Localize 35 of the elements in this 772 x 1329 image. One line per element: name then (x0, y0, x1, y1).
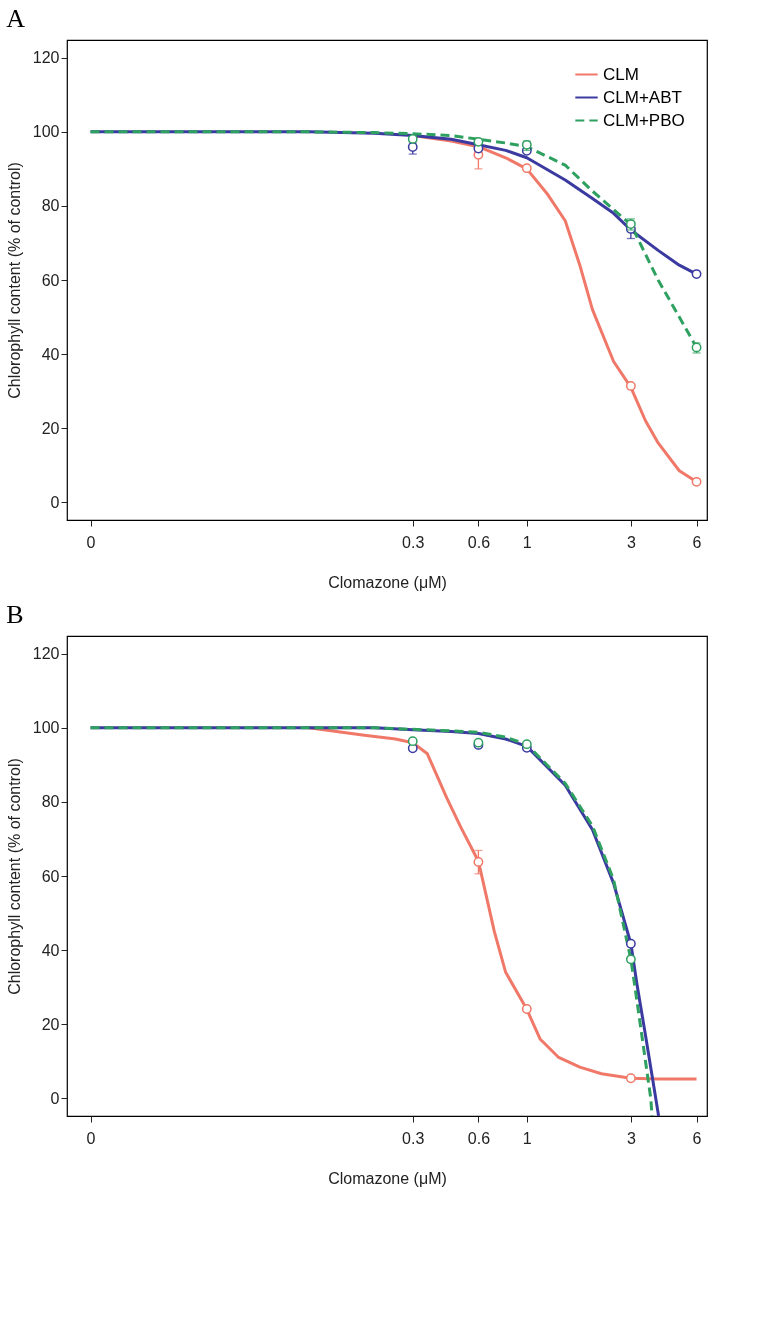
x-tick-label: 6 (692, 533, 702, 551)
y-tick-label: 100 (32, 719, 60, 737)
y-tick-label: 80 (41, 793, 60, 811)
x-axis-title: Clomazone (μM) (328, 573, 447, 591)
y-axis-title: Chlorophyll content (% of control) (5, 162, 23, 399)
y-tick-label: 0 (50, 493, 60, 511)
x-tick-label: 1 (522, 533, 532, 551)
x-tick-label: 3 (626, 533, 636, 551)
y-tick-label: 40 (41, 941, 60, 959)
y-tick-label: 120 (32, 49, 60, 67)
y-axis-title: Chlorophyll content (% of control) (5, 758, 23, 995)
x-tick-label: 6 (692, 1129, 702, 1147)
legend-label: CLM (603, 64, 639, 84)
x-tick-label: 0 (86, 1129, 96, 1147)
x-tick-label: 0.3 (402, 1129, 425, 1147)
x-tick-label: 1 (522, 1129, 532, 1147)
y-tick-label: 20 (41, 419, 60, 437)
legend-label: CLM+ABT (603, 87, 682, 107)
chart-title: A (6, 4, 26, 33)
chart-title: B (6, 600, 24, 629)
y-tick-label: 80 (41, 197, 60, 215)
y-tick-label: 20 (41, 1015, 60, 1033)
x-tick-label: 0.6 (467, 533, 491, 551)
x-axis-title: Clomazone (μM) (328, 1169, 447, 1187)
y-tick-label: 60 (41, 867, 60, 885)
y-tick-label: 0 (50, 1089, 60, 1107)
y-tick-label: 120 (32, 645, 60, 663)
x-tick-label: 3 (626, 1129, 636, 1147)
x-tick-label: 0.6 (467, 1129, 491, 1147)
legend-label: CLM+PBO (603, 110, 685, 130)
x-tick-label: 0.3 (402, 533, 425, 551)
y-tick-label: 60 (41, 271, 60, 289)
y-tick-label: 40 (41, 345, 60, 363)
x-tick-label: 0 (86, 533, 96, 551)
y-tick-label: 100 (32, 123, 60, 141)
